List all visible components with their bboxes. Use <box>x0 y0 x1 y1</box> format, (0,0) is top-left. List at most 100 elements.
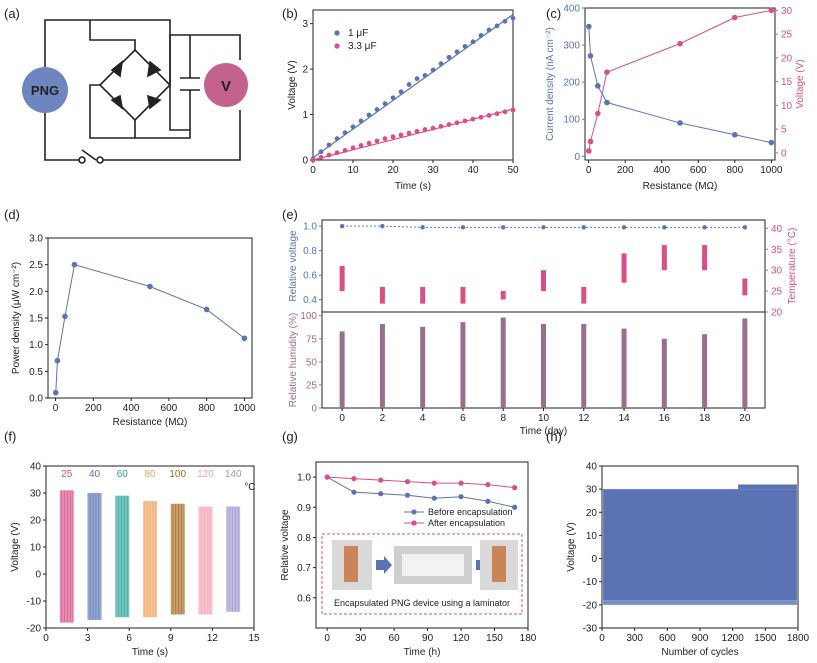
temperature-bar <box>581 286 587 304</box>
x-tick-label: 0 <box>53 403 59 414</box>
y-tick-label: 20 <box>586 508 598 519</box>
x-tick-label: 50 <box>507 165 519 176</box>
humidity-bar <box>379 324 385 408</box>
data-point <box>326 142 332 148</box>
x-tick-label: 9 <box>168 633 174 644</box>
y-tick-label: -30 <box>583 624 598 635</box>
x-tick-label: 14 <box>618 413 630 424</box>
circuit-wire-bottom-right <box>100 110 241 161</box>
humidity-bar <box>339 331 345 408</box>
y-tick-label: 0 <box>574 152 580 163</box>
humidity-bar <box>742 318 748 408</box>
data-point <box>398 132 404 138</box>
data-point <box>494 23 500 29</box>
panel-label-a: (a) <box>4 6 20 21</box>
switch-contact-left <box>78 156 86 164</box>
data-point <box>310 157 316 163</box>
chart-g: 0 30 60 90 120 150 180 0.6 0.7 0.8 0.9 1.0 Time (h) R… <box>280 461 537 658</box>
data-point <box>587 53 594 59</box>
chart-e: 0 2 4 6 8 10 12 14 16 18 20 0.4 0.6 0.8 1.0 20 25 30 35 40 0… <box>288 219 798 437</box>
y-tick-label: 0 <box>781 148 787 159</box>
device-photo-electrode <box>344 546 358 582</box>
temperature-bar <box>460 286 466 304</box>
data-point <box>458 494 464 500</box>
x-tick-label: 1800 <box>787 633 810 644</box>
plot-frame <box>312 9 514 161</box>
voltage-point <box>621 225 627 230</box>
data-point <box>398 89 404 95</box>
data-point <box>62 313 68 320</box>
panel-label-d: (d) <box>4 207 20 222</box>
data-point <box>438 123 444 129</box>
temperature-label: 100 <box>169 469 186 480</box>
y-tick-label: 300 <box>563 41 580 52</box>
y-axis-label: Voltage (V) <box>287 60 298 109</box>
humidity-bar <box>460 322 466 408</box>
y-tick-label: -20 <box>27 624 42 635</box>
data-point <box>318 149 324 155</box>
legend-label: 1 μF <box>348 28 368 39</box>
x-tick-label: 0 <box>339 413 345 424</box>
y-tick-label: 30 <box>771 266 783 277</box>
data-point <box>414 128 420 134</box>
capacitor <box>180 35 200 130</box>
data-point <box>604 69 610 75</box>
data-point <box>241 335 248 342</box>
data-point <box>462 118 468 124</box>
temperature-label: 140 <box>225 469 242 480</box>
circuit-switch <box>81 149 97 161</box>
data-point <box>486 27 492 33</box>
y2-axis-label: Temperature (°C) <box>787 228 798 305</box>
x-tick-label: 120 <box>453 633 470 644</box>
circuit-wire-top <box>44 19 241 75</box>
data-point <box>494 111 500 117</box>
data-point <box>446 54 452 60</box>
data-point <box>324 474 330 480</box>
data-point <box>470 116 476 122</box>
x-tick-label: 6 <box>126 633 132 644</box>
data-point <box>478 33 484 38</box>
y-tick-label: 25 <box>781 30 793 41</box>
x-tick-label: 0 <box>586 165 592 176</box>
x-tick-label: 1200 <box>722 633 745 644</box>
x-tick-label: 20 <box>739 413 751 424</box>
data-point <box>374 138 380 144</box>
data-point <box>438 61 444 67</box>
y-tick-label: 0 <box>35 570 41 581</box>
y-tick-label: -10 <box>583 577 598 588</box>
x-tick-label: 15 <box>248 633 260 644</box>
x-tick-label: 180 <box>520 633 537 644</box>
x-tick-label: 18 <box>699 413 711 424</box>
y-tick-label: 200 <box>563 78 580 89</box>
temperature-label: 60 <box>117 469 129 480</box>
y-axis-label-bottom: Relative humidity (%) <box>288 313 299 407</box>
x-tick-label: 1000 <box>760 165 783 176</box>
data-point <box>454 49 460 55</box>
y-tick-label: -10 <box>27 597 42 608</box>
x-tick-label: 60 <box>389 633 401 644</box>
x-tick-label: 12 <box>207 633 219 644</box>
x-tick-label: 0 <box>599 633 605 644</box>
temperature-bar <box>339 266 345 292</box>
x-tick-label: 30 <box>427 165 439 176</box>
x-tick-label: 6 <box>460 413 466 424</box>
x-axis-label: Resistance (MΩ) <box>643 181 718 192</box>
y-tick-label: 10 <box>586 531 598 542</box>
x-tick-label: 90 <box>422 633 434 644</box>
y-tick-label: 30 <box>781 6 793 17</box>
data-point <box>485 498 491 504</box>
data-point <box>462 43 468 49</box>
y-axis-label: Voltage (V) <box>566 522 577 571</box>
data-point <box>54 357 61 364</box>
signal-trough <box>603 600 797 605</box>
y-tick-label: 3.0 <box>29 234 43 245</box>
bridge-rectifier <box>98 48 172 122</box>
data-point <box>431 480 437 486</box>
data-point <box>512 504 518 510</box>
x-tick-label: 0 <box>43 633 49 644</box>
data-point <box>422 127 428 132</box>
y-tick-label: 5 <box>781 125 787 136</box>
data-point <box>203 306 210 313</box>
panel-label-e: (e) <box>282 207 298 222</box>
voltage-point <box>380 223 385 229</box>
